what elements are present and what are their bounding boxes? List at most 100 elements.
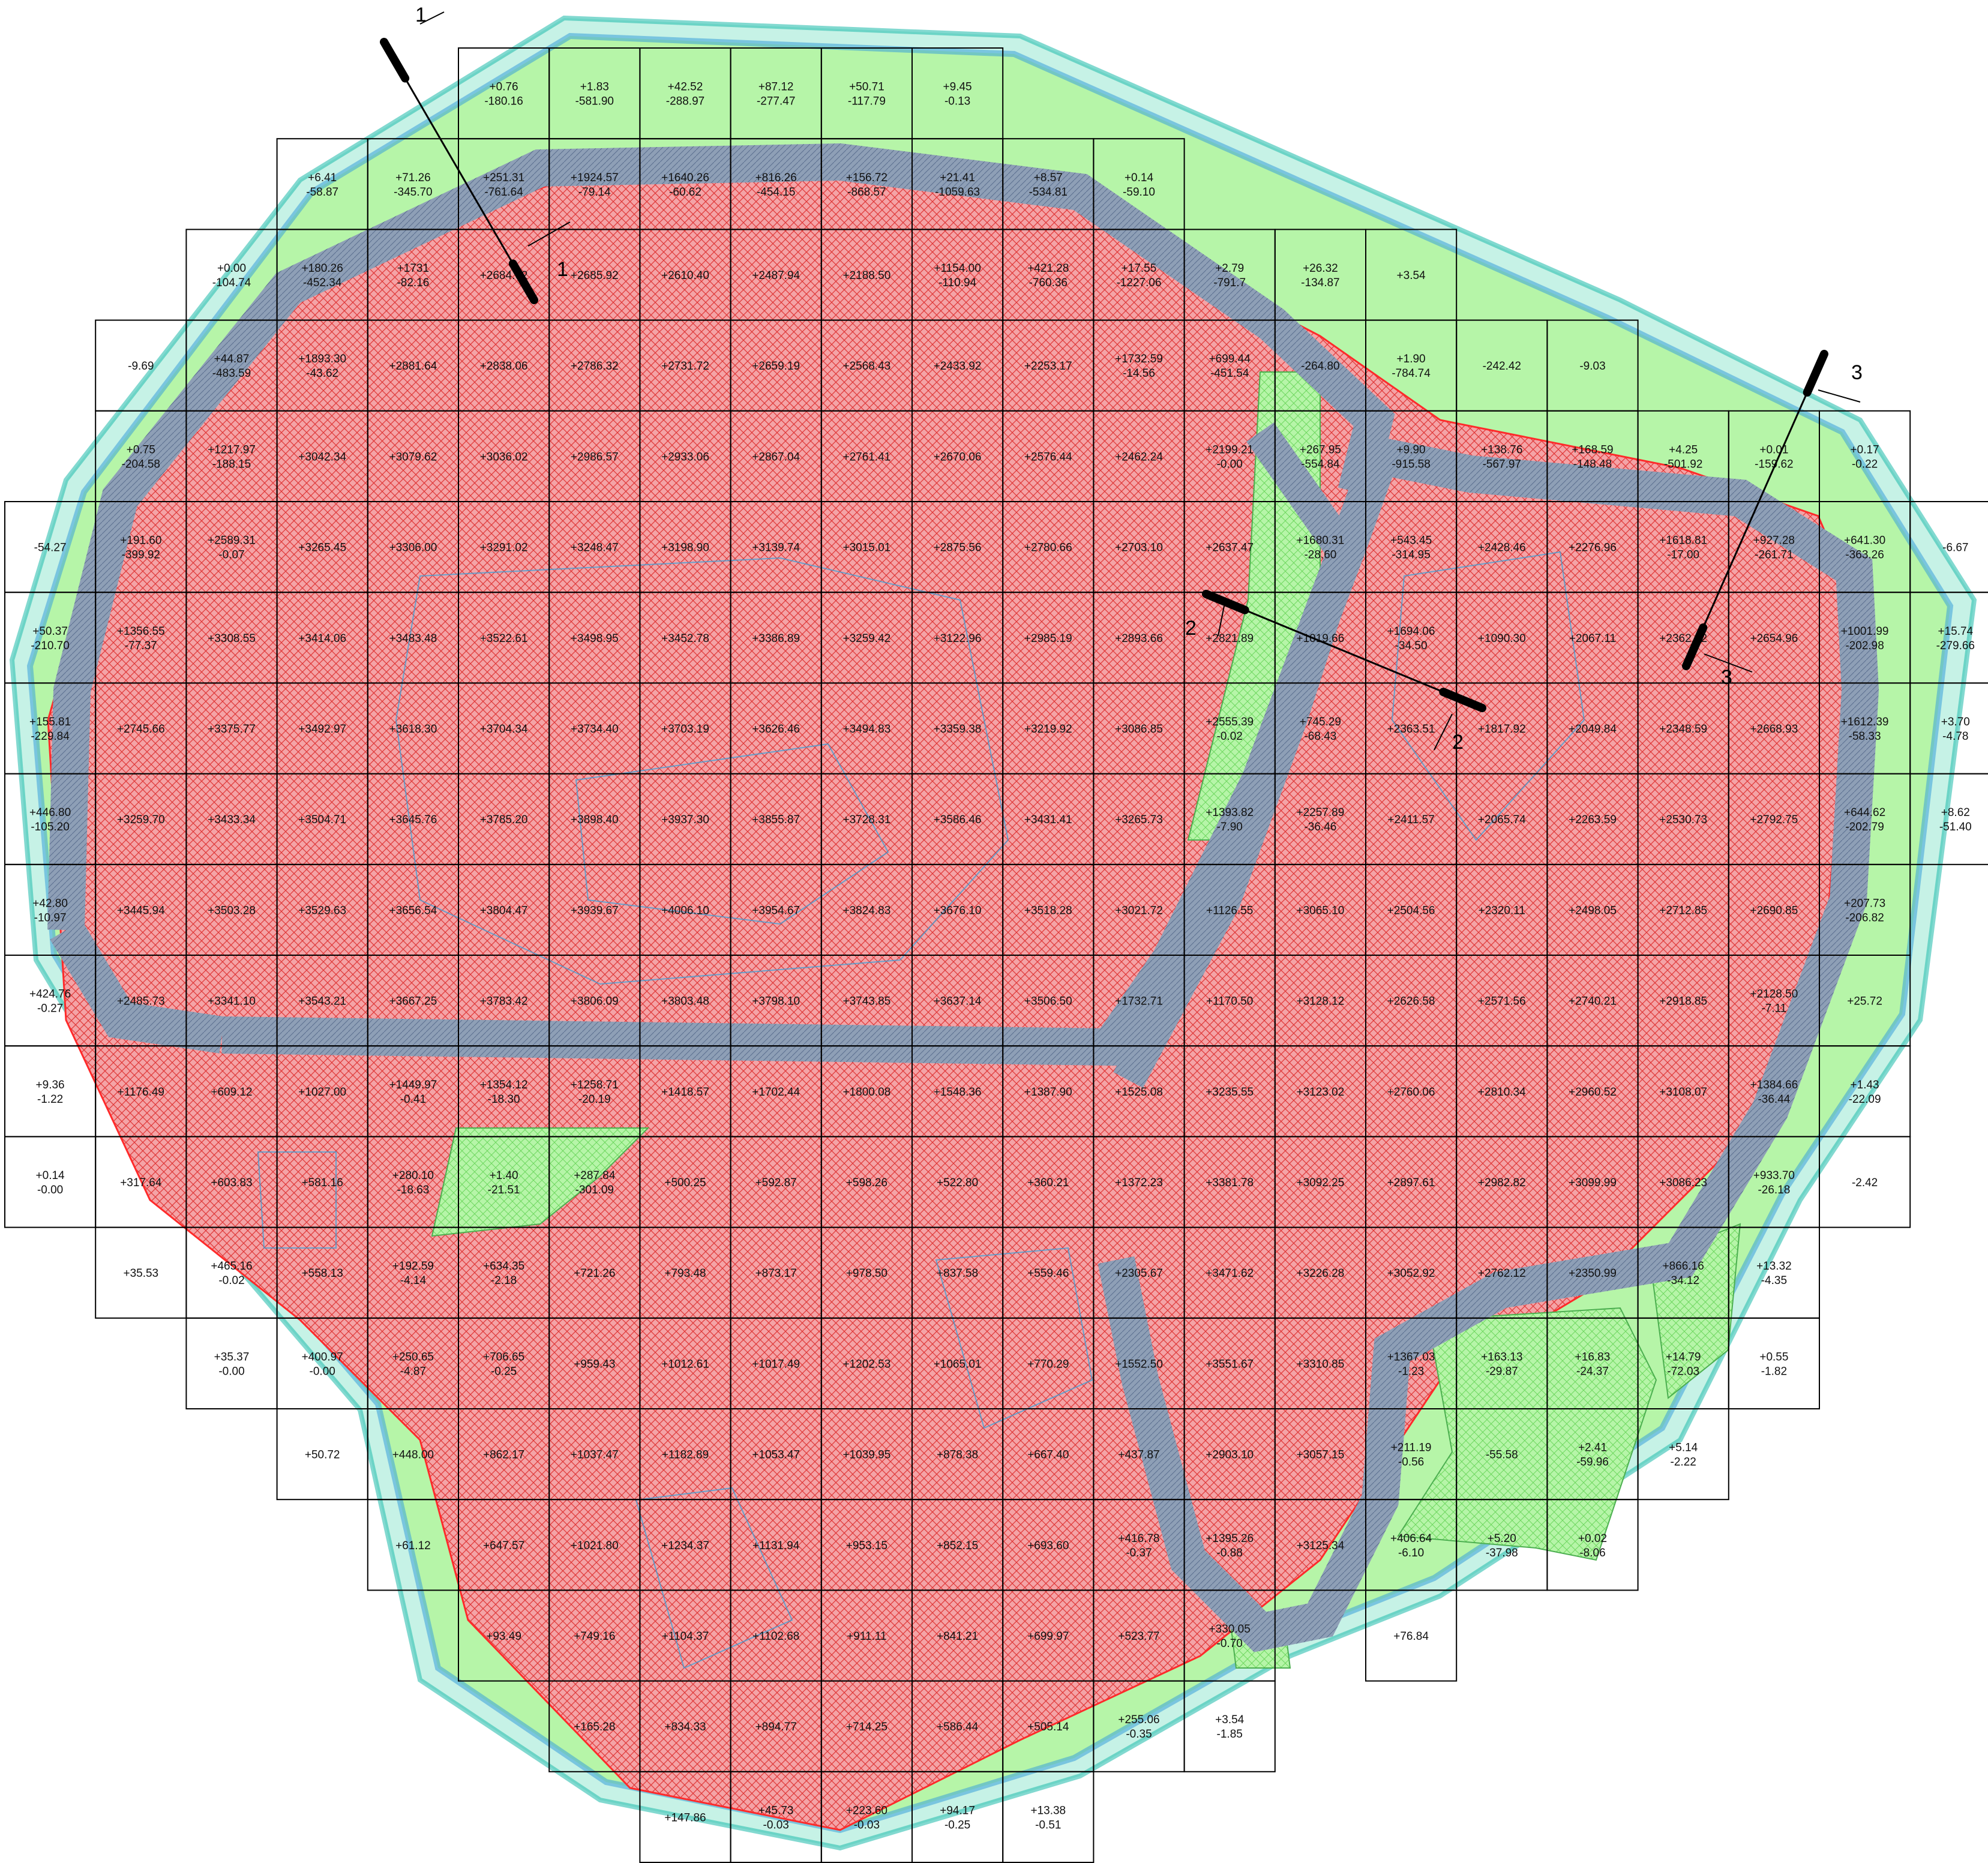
cell-volume-value: +2960.52 bbox=[1569, 1086, 1617, 1099]
cell-volume-secondary: -0.88 bbox=[1217, 1547, 1243, 1559]
cell-volume-value: +3.70 bbox=[1941, 716, 1970, 728]
cell-volume-value: +0.14 bbox=[1125, 172, 1154, 184]
cell-volume-value: +2.41 bbox=[1578, 1442, 1607, 1454]
cell-volume-value: +2576.44 bbox=[1024, 451, 1072, 463]
cell-volume-value: +2530.73 bbox=[1659, 814, 1707, 826]
cell-volume-value: +1367.03 bbox=[1387, 1351, 1435, 1363]
cell-volume-value: +2881.64 bbox=[389, 360, 437, 373]
cell-volume-secondary: -915.58 bbox=[1392, 458, 1430, 470]
cell-volume-value: +3728.31 bbox=[843, 814, 891, 826]
cell-volume-value: +2745.66 bbox=[117, 723, 165, 736]
cell-volume-value: -6.67 bbox=[1942, 542, 1968, 554]
cell-volume-value: +3386.89 bbox=[752, 632, 800, 645]
cell-volume-value: +2350.99 bbox=[1569, 1267, 1617, 1280]
cell-volume-secondary: -22.09 bbox=[1849, 1093, 1881, 1106]
cell-volume-secondary: -399.92 bbox=[122, 549, 160, 562]
grid-cell bbox=[1637, 1408, 1729, 1501]
cell-volume-value: +3703.19 bbox=[661, 723, 709, 736]
cell-volume-secondary: -1.22 bbox=[37, 1093, 63, 1106]
cell-volume-secondary: -534.81 bbox=[1029, 186, 1068, 199]
cell-volume-value: +416.78 bbox=[1118, 1532, 1159, 1545]
cell-volume-secondary: -134.87 bbox=[1301, 277, 1339, 289]
cell-volume-value: +2867.04 bbox=[752, 451, 800, 463]
cell-volume-value: +3248.47 bbox=[571, 542, 619, 554]
cell-volume-value: +2363.51 bbox=[1387, 723, 1435, 736]
cell-volume-value: +749.16 bbox=[574, 1630, 615, 1643]
cell-volume-value: +852.15 bbox=[937, 1540, 978, 1552]
section-label: 3 bbox=[1721, 666, 1732, 689]
cell-volume-value: +1126.55 bbox=[1206, 904, 1253, 917]
cell-volume-secondary: -760.36 bbox=[1029, 277, 1068, 289]
cell-volume-value: +3291.02 bbox=[480, 542, 528, 554]
grid-cell bbox=[1819, 1136, 1911, 1228]
section-label: 1 bbox=[557, 258, 568, 281]
cell-volume-value: +1548.36 bbox=[934, 1086, 982, 1099]
cell-volume-value: +3452.78 bbox=[661, 632, 709, 645]
cell-volume-secondary: -180.16 bbox=[484, 95, 523, 108]
cell-volume-secondary: -0.35 bbox=[1126, 1728, 1152, 1741]
section-line bbox=[1685, 353, 1825, 667]
cell-volume-value: +50.71 bbox=[849, 81, 884, 94]
cell-volume-secondary: -1059.63 bbox=[935, 186, 980, 199]
cell-volume-secondary: -210.70 bbox=[31, 640, 69, 652]
cell-volume-secondary: -0.13 bbox=[944, 95, 970, 108]
cell-volume-value: +2712.85 bbox=[1659, 904, 1707, 917]
cell-volume-value: +3306.00 bbox=[389, 542, 437, 554]
cell-volume-value: -54.27 bbox=[34, 542, 67, 554]
cell-volume-value: +437.87 bbox=[1118, 1449, 1159, 1462]
cell-volume-value: +2568.43 bbox=[843, 360, 891, 373]
cell-volume-value: +3086.23 bbox=[1659, 1177, 1707, 1189]
cell-volume-secondary: -0.51 bbox=[1035, 1819, 1061, 1831]
cell-volume-value: +3341.10 bbox=[208, 995, 256, 1008]
cell-volume-value: +1640.26 bbox=[661, 172, 709, 184]
cell-volume-value: +3310.85 bbox=[1297, 1358, 1345, 1370]
cell-volume-secondary: -59.96 bbox=[1576, 1456, 1609, 1469]
cell-volume-secondary: -1227.06 bbox=[1116, 277, 1161, 289]
cell-volume-value: +1202.53 bbox=[843, 1358, 891, 1370]
cell-volume-value: +0.02 bbox=[1578, 1532, 1607, 1545]
cell-volume-secondary: -79.14 bbox=[578, 186, 611, 199]
cell-volume-secondary: -148.48 bbox=[1573, 458, 1612, 470]
section-line bbox=[383, 41, 535, 301]
cell-volume-secondary: -0.00 bbox=[218, 1365, 244, 1378]
cell-volume-secondary: -0.56 bbox=[1398, 1456, 1424, 1469]
cell-volume-secondary: -1.82 bbox=[1761, 1365, 1787, 1378]
cell-volume-value: +2049.84 bbox=[1569, 723, 1617, 736]
cell-volume-value: +191.60 bbox=[120, 535, 161, 547]
cell-volume-secondary: -0.22 bbox=[1852, 458, 1878, 470]
cell-volume-value: +2918.85 bbox=[1659, 995, 1707, 1008]
cell-volume-secondary: -4.14 bbox=[400, 1274, 427, 1287]
cell-volume-value: +2933.06 bbox=[661, 451, 709, 463]
cell-volume-secondary: -4.78 bbox=[1942, 730, 1968, 743]
cell-volume-value: +522.80 bbox=[937, 1177, 978, 1189]
cell-volume-value: +3259.70 bbox=[117, 814, 165, 826]
cell-volume-value: +667.40 bbox=[1027, 1449, 1069, 1462]
cell-volume-value: +1680.31 bbox=[1297, 535, 1345, 547]
cell-volume-value: +1612.39 bbox=[1841, 716, 1889, 728]
cell-volume-value: +2571.56 bbox=[1478, 995, 1526, 1008]
cell-volume-value: +13.38 bbox=[1030, 1804, 1066, 1817]
cell-volume-value: +0.14 bbox=[36, 1169, 65, 1182]
cell-volume-value: +1694.06 bbox=[1387, 625, 1435, 638]
cell-volume-secondary: -784.74 bbox=[1392, 367, 1431, 380]
cell-volume-value: +1393.82 bbox=[1206, 806, 1254, 819]
cell-volume-value: +3092.25 bbox=[1297, 1177, 1345, 1189]
cell-volume-secondary: -761.64 bbox=[484, 186, 523, 199]
cell-volume-secondary: -451.54 bbox=[1210, 367, 1249, 380]
cell-volume-value: +2065.74 bbox=[1478, 814, 1526, 826]
cell-volume-value: +26.32 bbox=[1303, 262, 1338, 275]
cell-volume-value: +1893.30 bbox=[298, 353, 346, 365]
cell-volume-value: +1732.71 bbox=[1115, 995, 1163, 1008]
cell-volume-value: -55.58 bbox=[1486, 1449, 1518, 1462]
cell-volume-value: +927.28 bbox=[1753, 535, 1795, 547]
cell-volume-secondary: -6.10 bbox=[1398, 1547, 1424, 1559]
cell-volume-value: +793.48 bbox=[664, 1267, 706, 1280]
cell-volume-value: +959.43 bbox=[574, 1358, 615, 1370]
cell-volume-value: +16.83 bbox=[1575, 1351, 1611, 1363]
cell-volume-secondary: -37.98 bbox=[1486, 1547, 1518, 1559]
cell-volume-value: +3586.46 bbox=[934, 814, 982, 826]
cell-volume-value: +2897.61 bbox=[1387, 1177, 1435, 1189]
cell-volume-secondary: -791.7 bbox=[1213, 277, 1246, 289]
cell-volume-value: +2810.34 bbox=[1478, 1086, 1526, 1099]
